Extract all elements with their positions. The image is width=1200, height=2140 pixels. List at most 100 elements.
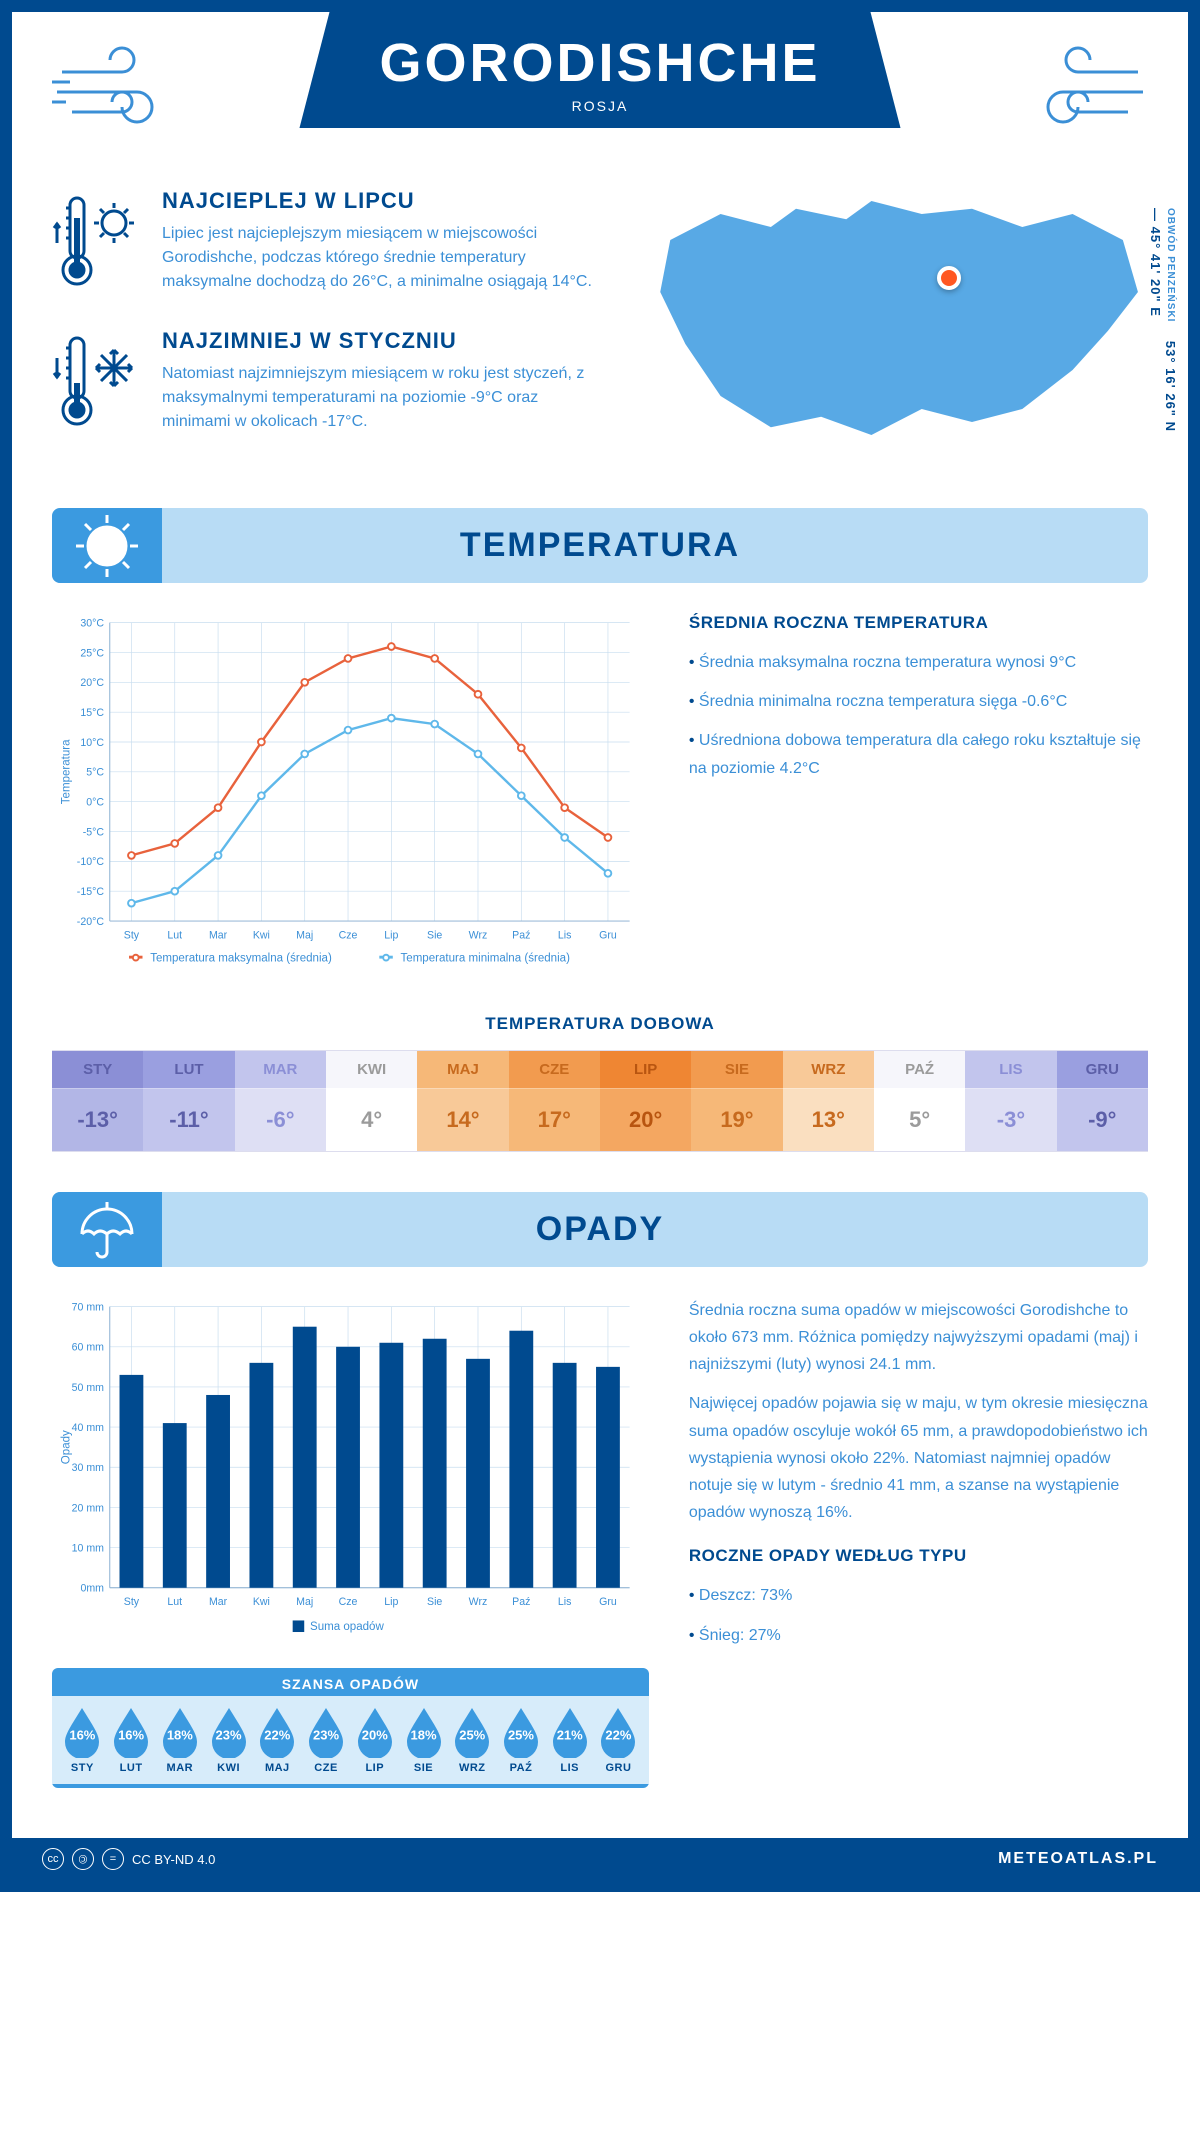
license-text: CC BY-ND 4.0	[132, 1852, 215, 1867]
precip-chance-cell: 16% LUT	[107, 1706, 156, 1774]
daily-temp-table: STY-13°LUT-11°MAR-6°KWI4°MAJ14°CZE17°LIP…	[52, 1050, 1148, 1152]
chance-month: PAŹ	[497, 1762, 546, 1774]
world-map	[645, 188, 1148, 448]
daily-temp-cell: CZE17°	[509, 1051, 600, 1151]
svg-text:Opady: Opady	[60, 1430, 72, 1464]
daily-month: SIE	[691, 1051, 782, 1088]
chance-month: STY	[58, 1762, 107, 1774]
daily-month: LIP	[600, 1051, 691, 1088]
coldest-text: Natomiast najzimniejszym miesiącem w rok…	[162, 362, 605, 434]
precipitation-chart: 0mm10 mm20 mm30 mm40 mm50 mm60 mm70 mmOp…	[52, 1297, 649, 1649]
cc-icon: cc	[42, 1848, 64, 1870]
svg-text:Kwi: Kwi	[253, 1596, 270, 1608]
daily-temp-cell: KWI4°	[326, 1051, 417, 1151]
drop-icon: 20%	[354, 1706, 396, 1758]
svg-text:Temperatura maksymalna (średni: Temperatura maksymalna (średnia)	[150, 952, 332, 964]
coldest-title: NAJZIMNIEJ W STYCZNIU	[162, 328, 605, 354]
daily-month: MAJ	[417, 1051, 508, 1088]
drop-icon: 22%	[256, 1706, 298, 1758]
daily-value: 17°	[509, 1088, 600, 1151]
drop-value: 25%	[508, 1727, 534, 1742]
brand-label: METEOATLAS.PL	[998, 1850, 1158, 1868]
daily-temp-cell: STY-13°	[52, 1051, 143, 1151]
daily-value: -11°	[143, 1088, 234, 1151]
svg-text:Sty: Sty	[124, 1596, 140, 1608]
daily-value: 13°	[783, 1088, 874, 1151]
daily-temp-cell: LUT-11°	[143, 1051, 234, 1151]
svg-text:Sie: Sie	[427, 1596, 442, 1608]
chance-month: SIE	[399, 1762, 448, 1774]
svg-text:30°C: 30°C	[80, 617, 104, 629]
svg-text:15°C: 15°C	[80, 707, 104, 719]
temp-summary-heading: ŚREDNIA ROCZNA TEMPERATURA	[689, 613, 1148, 633]
precipitation-summary: Średnia roczna suma opadów w miejscowośc…	[689, 1297, 1148, 1789]
chance-month: LIP	[350, 1762, 399, 1774]
header: GORODISHCHE ROSJA	[52, 12, 1148, 168]
country-label: ROSJA	[379, 98, 820, 114]
daily-value: -13°	[52, 1088, 143, 1151]
chance-month: GRU	[594, 1762, 643, 1774]
footer: cc 🄯 = CC BY-ND 4.0 METEOATLAS.PL	[12, 1838, 1188, 1880]
drop-icon: 22%	[597, 1706, 639, 1758]
chance-month: MAR	[155, 1762, 204, 1774]
precip-chance-cell: 25% WRZ	[448, 1706, 497, 1774]
svg-text:5°C: 5°C	[86, 767, 104, 779]
wind-icon	[1008, 42, 1148, 132]
precip-text-2: Najwięcej opadów pojawia się w maju, w t…	[689, 1390, 1148, 1526]
daily-month: CZE	[509, 1051, 600, 1088]
svg-text:Maj: Maj	[296, 1596, 313, 1608]
temp-bullet: Średnia maksymalna roczna temperatura wy…	[689, 649, 1148, 676]
svg-text:Lut: Lut	[167, 929, 182, 941]
precip-type-heading: ROCZNE OPADY WEDŁUG TYPU	[689, 1546, 1148, 1566]
umbrella-icon	[52, 1192, 162, 1267]
svg-text:-15°C: -15°C	[77, 886, 105, 898]
precip-chance-title: SZANSA OPADÓW	[52, 1676, 649, 1692]
svg-text:-5°C: -5°C	[83, 826, 105, 838]
warmest-title: NAJCIEPLEJ W LIPCU	[162, 188, 605, 214]
drop-value: 16%	[69, 1727, 95, 1742]
svg-text:50 mm: 50 mm	[72, 1382, 105, 1394]
svg-text:30 mm: 30 mm	[72, 1462, 105, 1474]
temp-bullet: Średnia minimalna roczna temperatura się…	[689, 688, 1148, 715]
drop-icon: 23%	[208, 1706, 250, 1758]
svg-text:Wrz: Wrz	[469, 1596, 488, 1608]
drop-icon: 16%	[110, 1706, 152, 1758]
drop-value: 16%	[118, 1727, 144, 1742]
chance-month: LUT	[107, 1762, 156, 1774]
drop-value: 22%	[605, 1727, 631, 1742]
drop-icon: 23%	[305, 1706, 347, 1758]
precip-snow: Śnieg: 27%	[689, 1622, 1148, 1649]
temp-bullet: Uśredniona dobowa temperatura dla całego…	[689, 727, 1148, 781]
svg-text:Lis: Lis	[558, 929, 572, 941]
thermometer-snow-icon	[52, 328, 142, 438]
temperature-title: TEMPERATURA	[52, 526, 1148, 565]
drop-value: 23%	[216, 1727, 242, 1742]
drop-icon: 18%	[159, 1706, 201, 1758]
daily-temp-cell: GRU-9°	[1057, 1051, 1148, 1151]
daily-temp-cell: MAJ14°	[417, 1051, 508, 1151]
map-block: OBWÓD PENZEŃSKI 53° 16' 26" N — 45° 41' …	[645, 188, 1148, 468]
daily-month: STY	[52, 1051, 143, 1088]
daily-value: 14°	[417, 1088, 508, 1151]
svg-text:70 mm: 70 mm	[72, 1301, 105, 1313]
drop-value: 21%	[557, 1727, 583, 1742]
chance-month: WRZ	[448, 1762, 497, 1774]
svg-text:Lip: Lip	[384, 929, 398, 941]
daily-temp-title: TEMPERATURA DOBOWA	[52, 1014, 1148, 1034]
drop-value: 23%	[313, 1727, 339, 1742]
precip-chance-block: SZANSA OPADÓW 16% STY 16% LUT 18% MAR 23…	[52, 1668, 649, 1788]
svg-text:0°C: 0°C	[86, 797, 104, 809]
daily-month: WRZ	[783, 1051, 874, 1088]
svg-text:25°C: 25°C	[80, 647, 104, 659]
daily-month: LUT	[143, 1051, 234, 1088]
precip-chance-cell: 23% CZE	[302, 1706, 351, 1774]
warmest-text: Lipiec jest najcieplejszym miesiącem w m…	[162, 222, 605, 294]
drop-value: 18%	[410, 1727, 436, 1742]
precip-chance-cell: 20% LIP	[350, 1706, 399, 1774]
daily-value: 19°	[691, 1088, 782, 1151]
wind-icon	[52, 42, 192, 132]
svg-text:20 mm: 20 mm	[72, 1502, 105, 1514]
daily-temp-cell: MAR-6°	[235, 1051, 326, 1151]
license-block: cc 🄯 = CC BY-ND 4.0	[42, 1848, 215, 1870]
svg-text:10°C: 10°C	[80, 737, 104, 749]
